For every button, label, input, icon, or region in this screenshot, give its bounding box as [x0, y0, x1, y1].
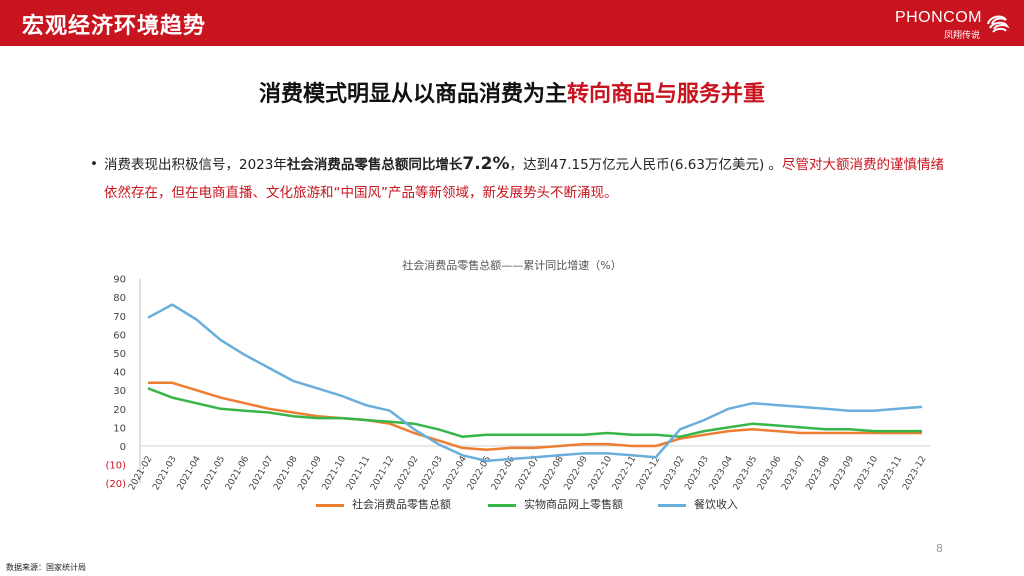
x-tick-label: 2022-11 — [611, 455, 638, 493]
x-tick-label: 2023-11 — [877, 455, 904, 493]
logo-text: PHONCOM — [894, 9, 982, 26]
company-logo: PHONCOM 凤翔传说 — [895, 8, 1010, 41]
legend-item: 餐饮收入 — [658, 496, 738, 516]
y-tick-label: 50 — [113, 349, 126, 360]
chart-legend: 社会消费品零售总额 实物商品网上零售额 餐饮收入 — [0, 496, 1024, 516]
bullet-t5: 尽管对大额消费的谨慎情绪依然存在，但在电商直播、文化旅游和“中国风”产品等新领域… — [104, 157, 945, 201]
headline-part1: 消费模式明显从以商品消费为主 — [258, 82, 567, 107]
y-tick-label: 70 — [113, 312, 126, 323]
y-tick-label: 0 — [120, 442, 126, 453]
x-tick-label: 2022-07 — [514, 455, 541, 493]
legend-swatch — [316, 503, 344, 507]
headline-part2: 转向商品与服务并重 — [567, 82, 766, 107]
x-tick-label: 2021-07 — [248, 455, 275, 493]
x-axis: 2021-022021-032021-042021-052021-062021-… — [127, 445, 930, 493]
x-tick-label: 2021-05 — [200, 455, 227, 493]
data-source: 数据来源：国家统计局 — [6, 563, 86, 572]
legend-label: 餐饮收入 — [694, 498, 738, 511]
series-lines — [147, 303, 923, 463]
x-tick-label: 2021-12 — [369, 455, 396, 493]
y-tick-label: 90 — [113, 275, 126, 286]
bullet-t2: 社会消费品零售总额同比增长 — [286, 157, 463, 173]
series-line-1 — [148, 381, 922, 451]
section-title: 宏观经济环境趋势 — [22, 14, 207, 39]
legend-item: 实物商品网上零售额 — [488, 496, 623, 516]
x-tick-label: 2023-02 — [659, 455, 686, 493]
legend-label: 社会消费品零售总额 — [352, 498, 451, 511]
y-tick-label: 10 — [113, 423, 126, 434]
chart-title: 社会消费品零售总额——累计同比增速（%） — [402, 258, 621, 272]
x-tick-label: 2023-07 — [780, 455, 807, 493]
y-tick-label: 80 — [113, 293, 126, 304]
bullet-t1: 消费表现出积极信号，2023年 — [104, 157, 287, 173]
y-tick-label: 30 — [113, 386, 126, 397]
bullet-t4: ，达到47.15万亿元人民币(6.63万亿美元) 。 — [509, 157, 783, 173]
x-tick-label: 2023-12 — [901, 455, 928, 493]
logo-subtitle: 凤翔传说 — [943, 31, 980, 41]
x-tick-label: 2022-03 — [417, 455, 444, 493]
line-chart: 社会消费品零售总额——累计同比增速（%） 90 80 70 60 50 40 30 20 10 0… — [105, 258, 930, 493]
legend-swatch — [658, 503, 686, 507]
y-tick-label: 60 — [113, 330, 126, 341]
x-tick-label: 2021-03 — [151, 455, 178, 493]
page-number: 8 — [936, 542, 943, 555]
x-tick-label: 2022-12 — [635, 455, 662, 493]
swirl-icon — [987, 15, 1010, 33]
bullet-text: • 消费表现出积极信号，2023年社会消费品零售总额同比增长7.2%，达到47.… — [90, 150, 950, 207]
series-line-3 — [147, 303, 923, 463]
header-bar: 宏观经济环境趋势 PHONCOM 凤翔传说 — [0, 0, 1024, 46]
y-tick-label: (10) — [105, 461, 126, 472]
headline: 消费模式明显从以商品消费为主转向商品与服务并重 — [0, 76, 1024, 108]
x-tick-label: 2021-02 — [127, 455, 154, 493]
y-axis: 90 80 70 60 50 40 30 20 10 0 (10) (20) — [105, 275, 141, 490]
legend-swatch — [488, 503, 516, 507]
x-tick-label: 2023-03 — [683, 455, 710, 493]
x-tick-label: 2021-11 — [345, 455, 372, 493]
bullet-t3: 7.2% — [462, 154, 510, 174]
bullet-dot-icon: • — [90, 156, 98, 172]
legend-label: 实物商品网上零售额 — [524, 498, 623, 511]
x-tick-label: 2023-05 — [732, 455, 759, 493]
x-tick-label: 2022-02 — [393, 455, 420, 493]
series-line-2 — [147, 387, 922, 438]
y-tick-label: (20) — [105, 479, 126, 490]
y-tick-label: 40 — [113, 368, 126, 379]
y-tick-label: 20 — [113, 405, 126, 416]
legend-item: 社会消费品零售总额 — [316, 496, 451, 516]
